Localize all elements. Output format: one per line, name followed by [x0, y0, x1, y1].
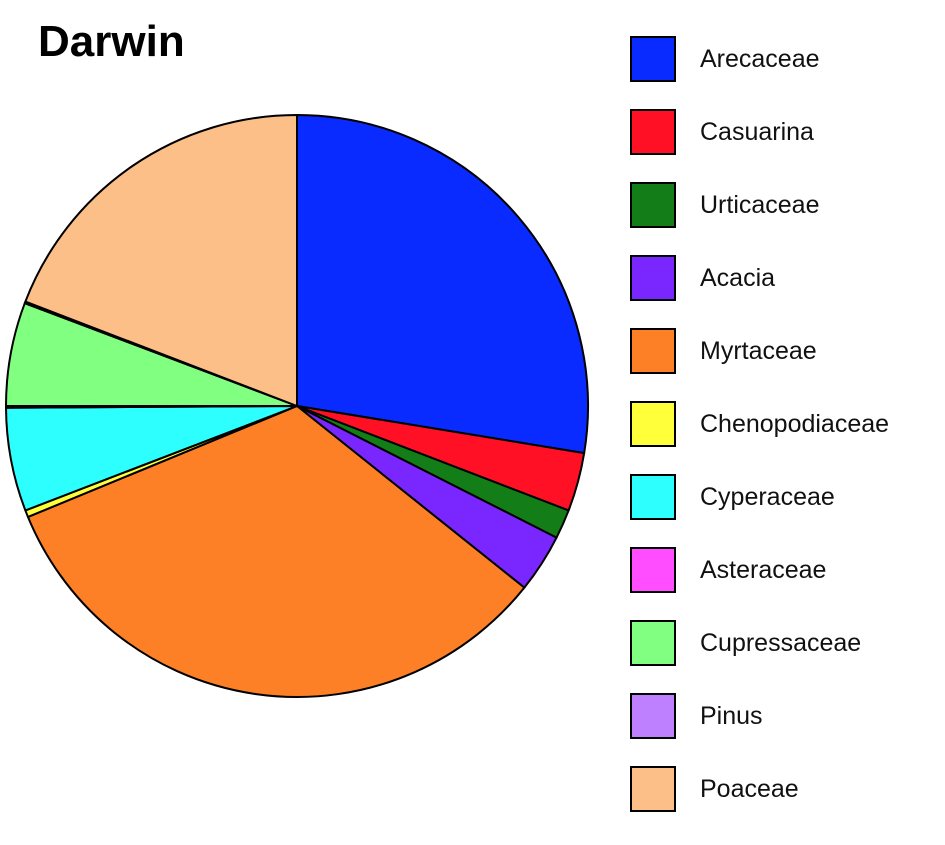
- legend-label: Casuarina: [700, 118, 814, 146]
- chart-title: Darwin: [38, 17, 185, 66]
- pie-slice-myrtaceae: [26, 405, 526, 698]
- legend-label: Arecaceae: [700, 45, 820, 73]
- pie-slices: [5, 114, 589, 698]
- legend-swatch: [630, 474, 676, 520]
- legend-swatch: [630, 109, 676, 155]
- legend-swatch: [630, 36, 676, 82]
- legend-swatch: [630, 182, 676, 228]
- legend-label: Cupressaceae: [700, 629, 862, 657]
- legend-swatch: [630, 255, 676, 301]
- legend-swatch: [630, 547, 676, 593]
- legend-swatch: [630, 401, 676, 447]
- legend-label: Urticaceae: [700, 191, 820, 219]
- legend-label: Poaceae: [700, 775, 799, 803]
- legend-swatch: [630, 766, 676, 812]
- legend-label: Myrtaceae: [700, 337, 817, 365]
- pie-slice-arecaceae: [296, 114, 589, 455]
- legend-swatch: [630, 693, 676, 739]
- legend-label: Cyperaceae: [700, 483, 835, 511]
- legend-label: Asteraceae: [700, 556, 827, 584]
- legend-label: Acacia: [700, 264, 776, 292]
- legend-swatch: [630, 620, 676, 666]
- legend-label: Chenopodiaceae: [700, 410, 890, 438]
- legend-label: Pinus: [700, 702, 763, 730]
- pie-slice-poaceae: [24, 114, 298, 407]
- legend-swatch: [630, 328, 676, 374]
